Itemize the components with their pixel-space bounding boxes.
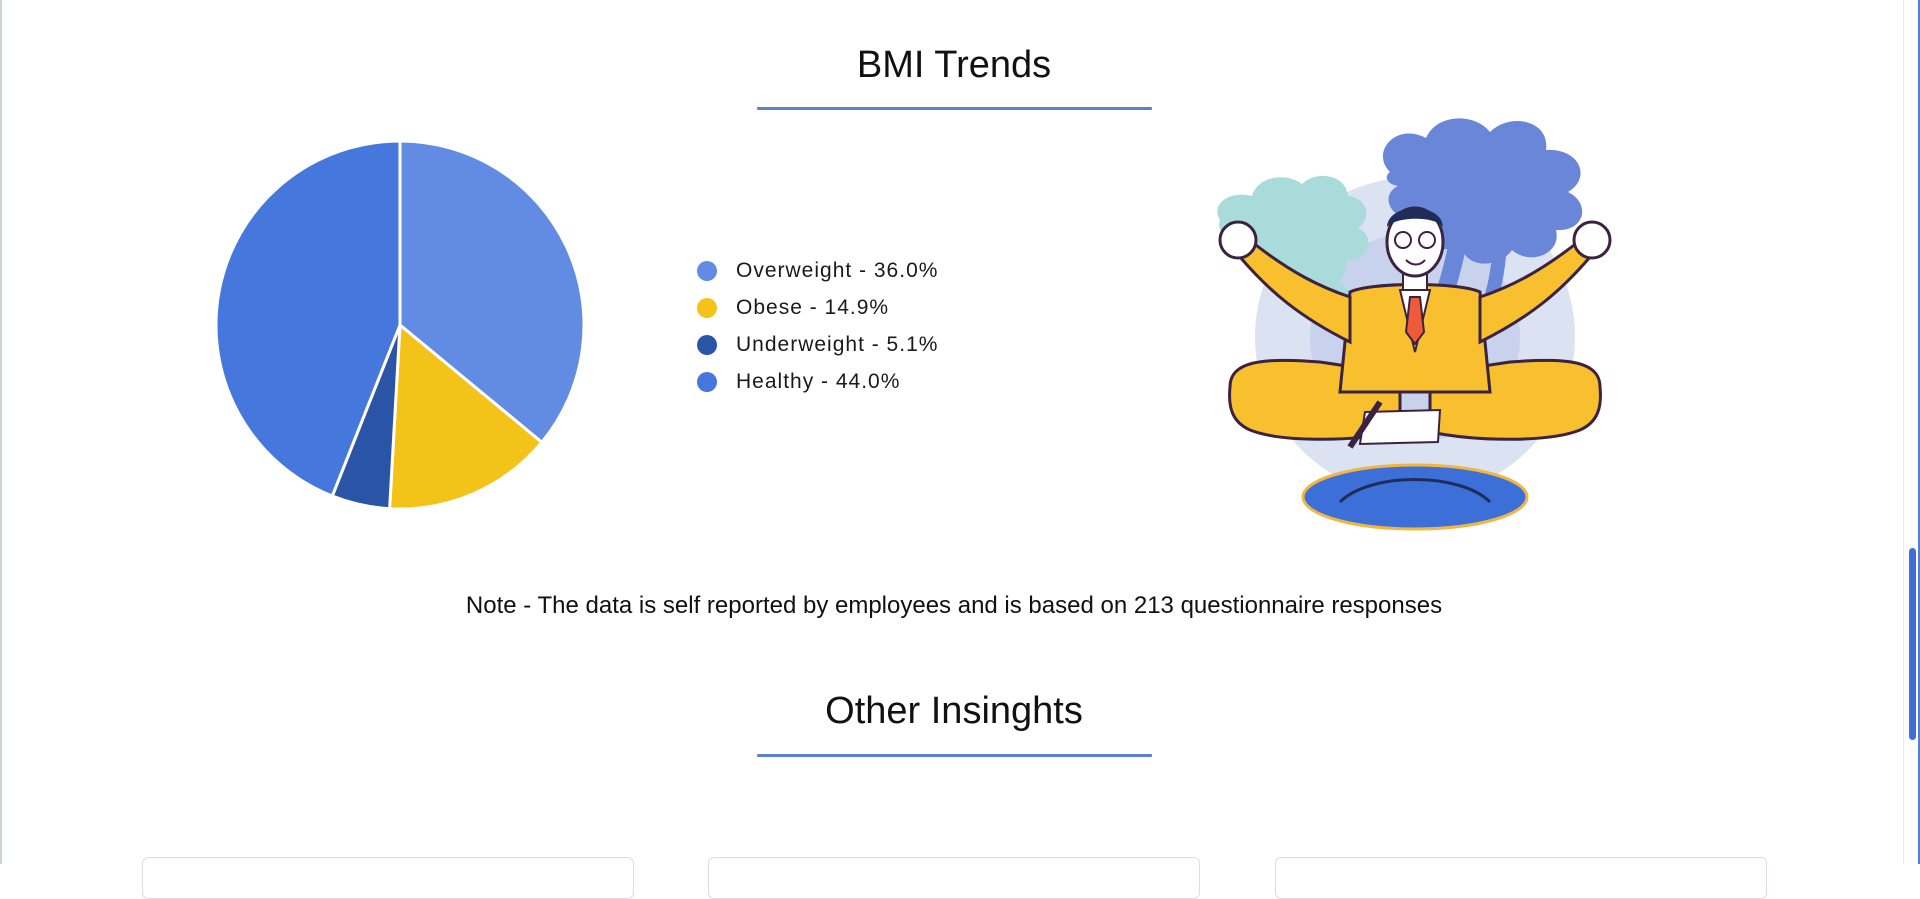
meditating-man-illustration xyxy=(1200,112,1660,532)
right-edge-accent xyxy=(1918,0,1920,864)
pie-slice-obese[interactable] xyxy=(388,321,544,511)
bmi-title-underline xyxy=(757,107,1152,110)
bmi-legend: Overweight - 36.0% Obese - 14.9% Underweig… xyxy=(697,252,938,400)
page-content: BMI Trends Overweight - 36.0% Obese - 14.… xyxy=(0,0,1767,899)
legend-label: Obese - 14.9% xyxy=(736,295,890,319)
meditating-man-icon xyxy=(1217,118,1612,531)
other-insights-underline xyxy=(757,754,1152,757)
other-insights-title: Other Insinghts xyxy=(825,690,1083,732)
legend-item-overweight[interactable]: Overweight - 36.0% xyxy=(697,252,938,289)
pie-slice-overweight[interactable] xyxy=(398,139,586,445)
page-scrollbar[interactable] xyxy=(1903,0,1920,864)
legend-item-obese[interactable]: Obese - 14.9% xyxy=(697,289,938,326)
legend-dot-icon xyxy=(697,260,717,281)
bmi-section-title: BMI Trends xyxy=(856,44,1052,86)
bmi-data-note: Note - The data is self reported by empl… xyxy=(465,592,1443,619)
pie-slice-healthy[interactable] xyxy=(214,139,402,499)
legend-label: Overweight - 36.0% xyxy=(736,258,939,282)
scrollbar-thumb[interactable] xyxy=(1909,548,1916,740)
legend-label: Healthy - 44.0% xyxy=(736,369,901,393)
insight-card-3[interactable] xyxy=(1275,857,1767,899)
insight-card-1[interactable] xyxy=(142,857,634,899)
legend-item-underweight[interactable]: Underweight - 5.1% xyxy=(697,326,938,363)
legend-label: Underweight - 5.1% xyxy=(736,332,939,356)
left-border xyxy=(0,0,2,864)
legend-dot-icon xyxy=(697,334,717,355)
bmi-pie-chart xyxy=(210,135,590,515)
insight-card-2[interactable] xyxy=(708,857,1200,899)
pie-chart-svg xyxy=(214,139,586,511)
legend-dot-icon xyxy=(697,371,717,392)
legend-dot-icon xyxy=(697,297,717,318)
legend-item-healthy[interactable]: Healthy - 44.0% xyxy=(697,363,938,400)
